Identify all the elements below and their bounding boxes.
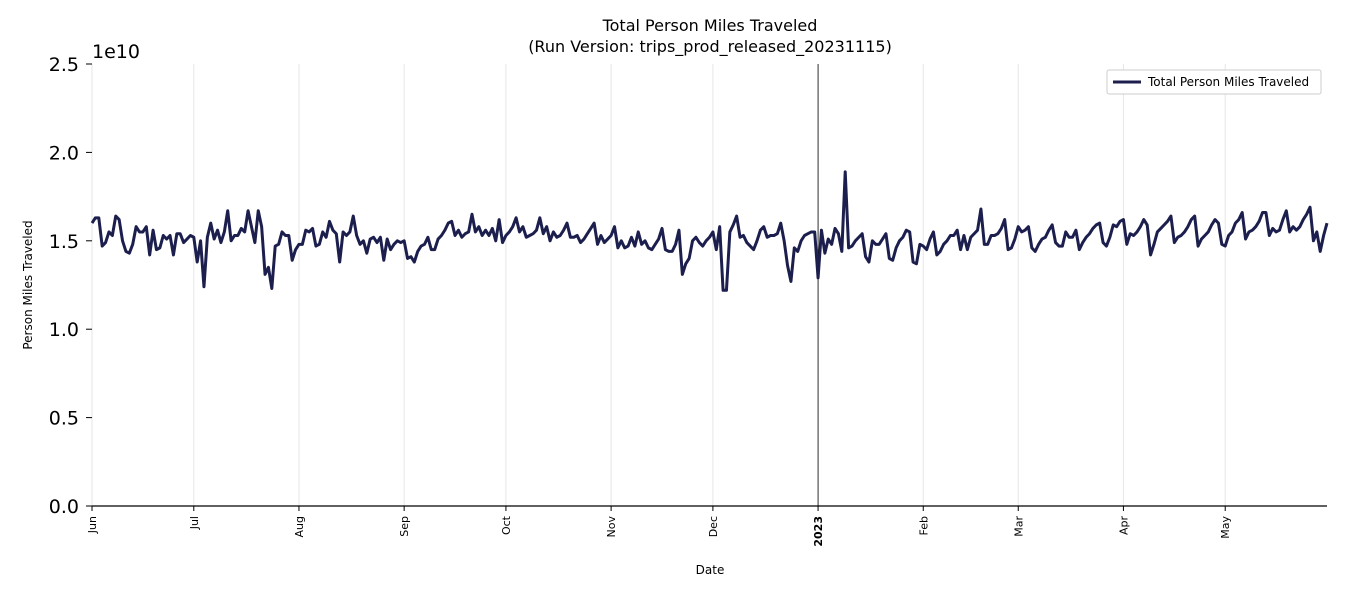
y-axis-label: Person Miles Traveled (21, 220, 35, 349)
x-axis: Jun Jul Aug Sep Oct Nov Dec 2023 Feb Mar Apr May (86, 506, 1232, 547)
y-axis-exponent: 1e10 (92, 41, 140, 63)
y-axis: 0.0 0.5 1.0 1.5 2.0 2.5 (49, 54, 92, 518)
legend: Total Person Miles Traveled (1106, 69, 1322, 95)
y-tick-label: 1.5 (49, 231, 79, 253)
legend-entry: Total Person Miles Traveled (1147, 75, 1309, 89)
x-tick-label: Feb (917, 516, 930, 535)
x-tick-label: May (1219, 516, 1232, 539)
x-tick-label: Nov (605, 516, 618, 538)
x-tick-label: Dec (707, 516, 720, 537)
x-tick-label: Sep (398, 516, 411, 537)
series-group (90, 170, 1329, 292)
y-tick-label: 0.5 (49, 408, 79, 430)
x-tick-label: Jun (86, 516, 99, 534)
y-tick-label: 1.0 (49, 319, 79, 341)
x-axis-label: Date (696, 563, 725, 577)
x-tick-label: Mar (1012, 516, 1025, 537)
x-tick-label: Jul (188, 516, 201, 530)
y-tick-label: 2.0 (49, 142, 79, 164)
x-tick-label: Aug (293, 516, 306, 537)
x-tick-label: Oct (500, 515, 513, 535)
chart-subtitle: (Run Version: trips_prod_released_202311… (528, 37, 892, 57)
legend-box (1106, 69, 1322, 95)
x-tick-label: Apr (1117, 516, 1130, 536)
series-line-total-person-miles (90, 170, 1329, 292)
y-tick-label: 2.5 (49, 54, 79, 76)
x-tick-label: 2023 (812, 516, 825, 547)
y-tick-label: 0.0 (49, 496, 79, 518)
chart-title: Total Person Miles Traveled (602, 16, 818, 35)
grid-lines (91, 64, 1226, 506)
